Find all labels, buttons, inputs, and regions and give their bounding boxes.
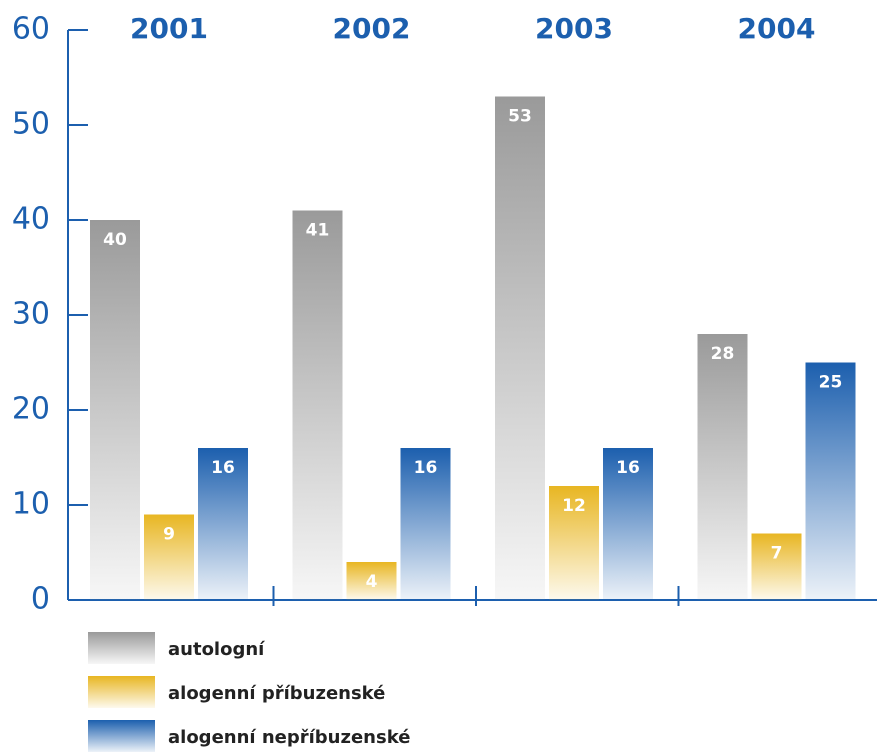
- value-label: 16: [616, 458, 640, 478]
- legend-label: autologní: [168, 639, 265, 660]
- bar: [697, 334, 748, 600]
- value-label: 53: [508, 107, 532, 127]
- value-label: 16: [414, 458, 438, 478]
- y-tick-label: 10: [12, 487, 50, 522]
- bar: [144, 514, 194, 600]
- bar: [292, 210, 343, 600]
- value-label: 12: [562, 496, 586, 516]
- bar: [346, 562, 397, 600]
- value-label: 28: [711, 344, 735, 364]
- y-tick-label: 50: [12, 107, 50, 142]
- legend-label: alogenní příbuzenské: [168, 683, 385, 704]
- x-tick-label: 2004: [738, 12, 816, 45]
- x-tick-label: 2003: [535, 12, 613, 45]
- legend-swatch: [88, 676, 155, 708]
- y-tick-label: 30: [12, 297, 50, 332]
- legend-label: alogenní nepříbuzenské: [168, 727, 410, 748]
- bar: [805, 362, 856, 600]
- value-label: 16: [211, 458, 235, 478]
- bar: [751, 533, 802, 600]
- value-label: 40: [103, 230, 127, 250]
- y-tick-label: 0: [31, 582, 50, 617]
- bar: [549, 486, 599, 600]
- legend-swatch: [88, 632, 155, 664]
- value-label: 41: [306, 221, 330, 241]
- x-tick-label: 2001: [130, 12, 208, 45]
- bar: [400, 448, 451, 600]
- value-label: 25: [819, 373, 843, 393]
- y-tick-label: 20: [12, 392, 50, 427]
- bar: [603, 448, 653, 600]
- value-label: 7: [771, 544, 783, 564]
- bar: [198, 448, 248, 600]
- x-tick-label: 2002: [333, 12, 411, 45]
- bar: [495, 96, 545, 600]
- y-tick-label: 60: [12, 12, 50, 47]
- bar: [90, 220, 140, 600]
- legend-swatch: [88, 720, 155, 752]
- value-label: 4: [366, 572, 378, 592]
- y-tick-label: 40: [12, 202, 50, 237]
- value-label: 9: [163, 525, 175, 545]
